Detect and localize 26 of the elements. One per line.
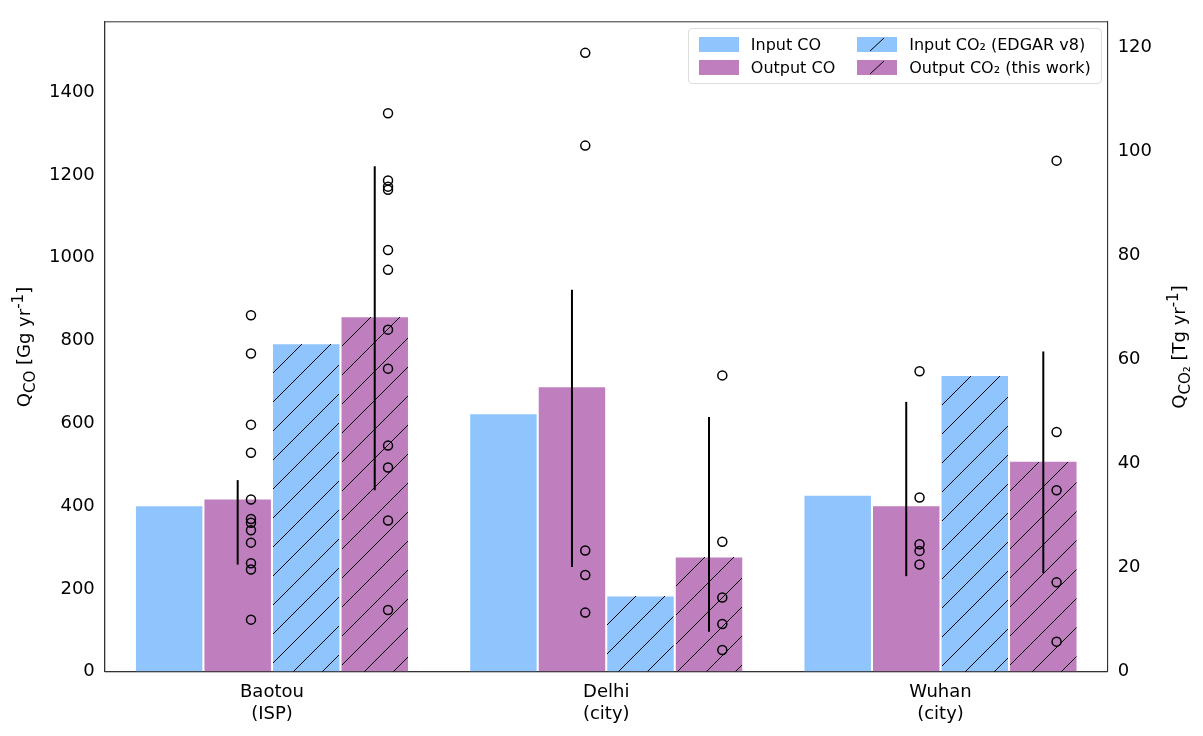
x-tick-label: Delhi (city) [582, 680, 630, 723]
y-tick-label: 600 [60, 411, 95, 433]
legend-label: Input CO [750, 34, 822, 54]
legend-label: Input CO₂ (EDGAR v8) [909, 34, 1086, 54]
bar [135, 506, 203, 672]
y-tick-label: 1000 [49, 245, 95, 267]
y2-tick-label: 100 [1117, 139, 1152, 161]
bar [538, 387, 606, 672]
y-tick-label: 400 [60, 493, 95, 515]
y-tick-label: 1400 [49, 79, 95, 101]
bar [470, 414, 537, 672]
y2-tick-label: 60 [1117, 347, 1141, 369]
y2-tick-label: 80 [1117, 243, 1141, 265]
y-tick-label: 0 [83, 659, 95, 681]
y-tick-label: 1200 [49, 162, 95, 184]
y-tick-label: 800 [60, 328, 95, 350]
y2-tick-label: 20 [1117, 555, 1141, 577]
y2-tick-label: 40 [1117, 451, 1141, 473]
y2-tick-label: 120 [1117, 35, 1152, 57]
bar [804, 495, 871, 672]
y-tick-label: 200 [60, 576, 95, 598]
legend-label: Output CO [750, 57, 836, 77]
x-tick-label: Wuhan (city) [909, 680, 972, 723]
x-tick-label: Baotou (ISP) [240, 680, 304, 723]
y2-tick-label: 0 [1117, 659, 1130, 681]
legend-label: Output CO₂ (this work) [909, 57, 1091, 77]
